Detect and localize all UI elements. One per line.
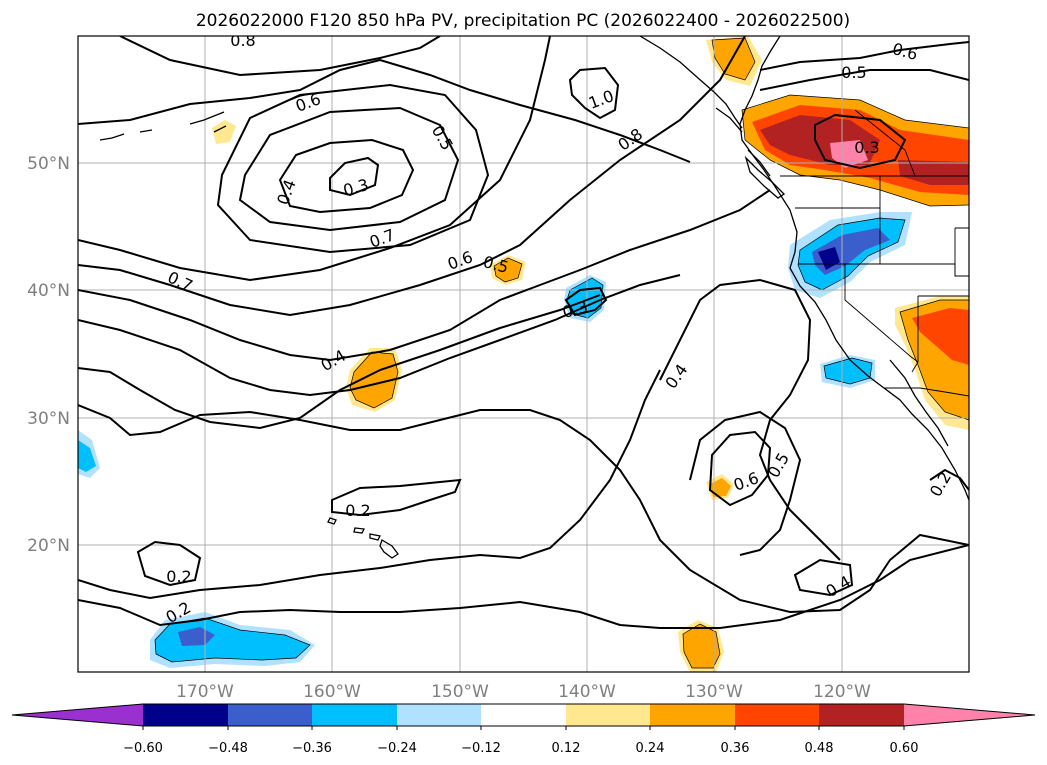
precip-blob-south-hawaii [150, 612, 315, 668]
pv-contour-0-6-mid [78, 189, 771, 362]
coastlines [99, 36, 969, 559]
lat-label-20n: 20°N [27, 536, 70, 556]
lon-label-130w: 130°W [685, 682, 743, 702]
border-ut [918, 227, 969, 297]
pv-contour-0-6-ring [216, 83, 490, 254]
lat-label-50n: 50°N [27, 154, 70, 174]
colorbar-tick: 0.36 [721, 741, 750, 756]
map-canvas: 0.8 0.6 0.5 0.4 0.3 0.7 0.7 0.6 0.5 1.0 … [78, 31, 969, 672]
colorbar-segment [143, 704, 228, 726]
border-ca-nv [844, 264, 919, 363]
pv-contour-0-3-ne [814, 113, 907, 170]
coastline-baja [889, 359, 949, 447]
map-title: 2026022000 F120 850 hPa PV, precipitatio… [196, 11, 850, 31]
contour-label-0-8-top: 0.8 [230, 31, 255, 50]
pv-contour-0-3-low [329, 156, 380, 197]
lon-label-140w: 140°W [558, 682, 616, 702]
pv-contour-0-2-lower [78, 544, 969, 629]
colorbar-tick: 0.60 [890, 741, 919, 756]
lon-label-170w: 170°W [176, 682, 234, 702]
colorbar-segment [819, 704, 904, 726]
colorbar-segment [312, 704, 397, 726]
pv-contour-0-7-lower [78, 36, 746, 317]
colorbar-segment [566, 704, 650, 726]
pv-contour-0-4-ring [278, 138, 415, 214]
precip-blob-pacific-northwest [741, 94, 969, 207]
colorbar-tick: −0.24 [377, 741, 417, 756]
pv-contour-0-2-south [78, 369, 661, 600]
pv-contour-0-4-mid [78, 294, 601, 430]
precip-blob-great-basin [895, 296, 969, 430]
pv-contour-0-5-east [689, 410, 802, 556]
coastline-bc-islands [639, 36, 771, 177]
lon-label-160w: 160°W [303, 682, 361, 702]
pv-contour-0-2-southwest [136, 540, 202, 587]
map-frame [77, 35, 970, 673]
lat-label-40n: 40°N [27, 281, 70, 301]
coastline-north-america [739, 36, 969, 501]
contour-label-0-2-hawaii: 0.2 [345, 501, 370, 520]
colorbar-tick: −0.36 [292, 741, 332, 756]
pv-contour-0-5-ring [238, 106, 460, 232]
lon-label-150w: 150°W [431, 682, 489, 702]
political-borders [780, 109, 969, 397]
colorbar-tick: 0.12 [552, 741, 581, 756]
contour-label-0-5-ne: 0.5 [841, 63, 866, 82]
colorbar-segment [481, 704, 566, 726]
colorbar-tick: −0.12 [461, 741, 501, 756]
pv-contour-0-6-east [708, 430, 772, 507]
border-us-mexico [884, 387, 969, 397]
border-bc-alberta [854, 109, 916, 177]
pv-contour-0-3-140w [564, 286, 608, 317]
pv-contour-0-6-ne [759, 41, 969, 71]
precip-blob-aleutian [212, 120, 236, 144]
pv-contour-0-4-east-loop [659, 278, 841, 561]
pv-contour-0-8-east [78, 58, 691, 163]
pv-contour-0-2-se [929, 468, 969, 491]
precip-blob-gulf-alaska [706, 36, 762, 86]
colorbar-tick: 0.48 [805, 741, 834, 756]
longitude-labels: 170°W 160°W 150°W 140°W 130°W 120°W [176, 682, 871, 702]
colorbar-segment [650, 704, 735, 726]
lat-label-30n: 30°N [27, 409, 70, 429]
colorbar-segment [735, 704, 819, 726]
coastline-aleutians [99, 93, 311, 141]
contour-label-0-3-ne: 0.3 [854, 138, 879, 157]
pv-contours [78, 36, 969, 629]
precip-blob-oregon [788, 212, 912, 298]
hawaii-islands [327, 517, 399, 559]
pv-contour-1-0 [568, 66, 620, 120]
contour-label-0-2-sw: 0.2 [166, 567, 191, 586]
coastline-vancouver-island [744, 155, 786, 199]
pv-contour-0-2-hawaii [331, 478, 462, 517]
colorbar-extension-min [12, 704, 143, 726]
colorbar-ticks: −0.60 −0.48 −0.36 −0.24 −0.12 0.12 0.24 … [123, 741, 918, 756]
precip-blob-146w [490, 255, 526, 285]
lon-label-120w: 120°W [813, 682, 871, 702]
colorbar-extension-max [904, 704, 1035, 726]
colorbar: −0.60 −0.48 −0.36 −0.24 −0.12 0.12 0.24 … [11, 703, 1036, 756]
pv-contour-0-8-north [119, 36, 441, 77]
precip-shading [78, 36, 969, 672]
colorbar-segments [11, 703, 1036, 730]
colorbar-tick: 0.24 [636, 741, 665, 756]
pv-contour-0-5-mid [78, 274, 681, 397]
colorbar-tick: −0.48 [208, 741, 248, 756]
colorbar-tick: −0.60 [123, 741, 163, 756]
colorbar-segment [228, 704, 312, 726]
pv-contour-0-4-south [78, 404, 969, 614]
precip-blob-west-edge [78, 430, 100, 478]
precip-blob-south-131w [678, 620, 724, 672]
colorbar-segment [397, 704, 481, 726]
pv-contour-0-4-sw-small [793, 558, 854, 597]
pv-contour-0-7-upper [78, 36, 551, 282]
border-nv-az [911, 296, 919, 373]
latitude-labels: 50°N 40°N 30°N 20°N [27, 154, 70, 556]
pv-contour-0-5-ne [759, 69, 969, 91]
